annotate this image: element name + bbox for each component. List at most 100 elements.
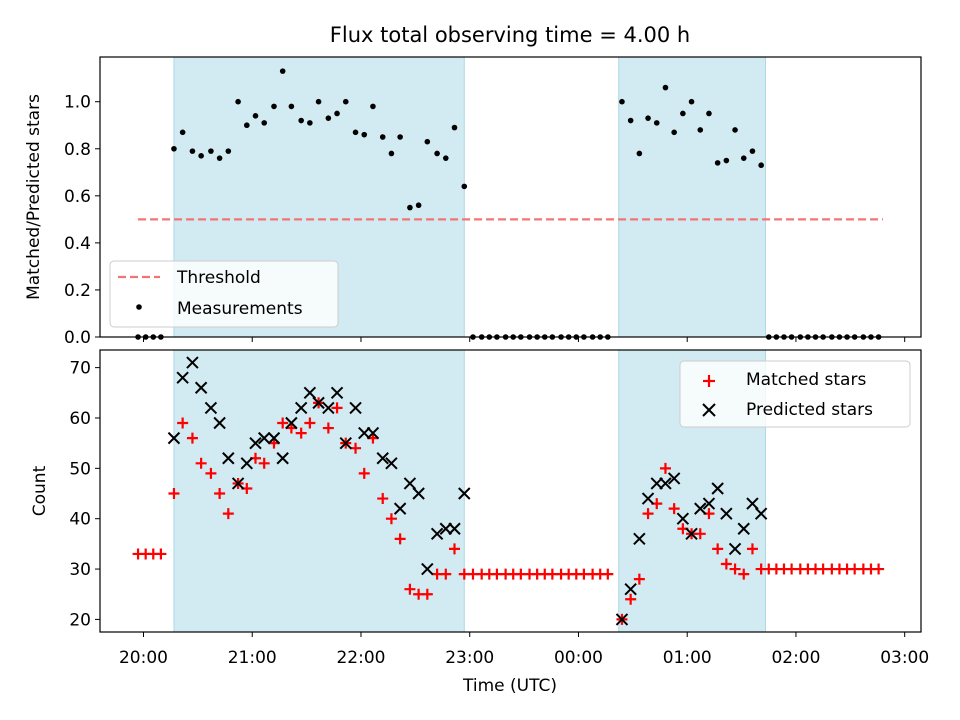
matched-star-point: [440, 568, 452, 580]
ratio-panel-axes: 0.0 0.2 0.4 0.6 0.8 1.0: [64, 93, 906, 348]
matched-star-point: [295, 427, 307, 439]
measurement-point: [680, 110, 686, 117]
predicted-star-point: [458, 487, 471, 500]
predicted-star-point: [222, 452, 235, 465]
x-tick-label: 01:00: [663, 648, 712, 668]
count-panel-legend: Matched stars Predicted stars: [679, 360, 911, 428]
x-tick-label: 03:00: [880, 648, 929, 668]
measurement-point: [279, 68, 286, 74]
matched-star-point: [746, 543, 758, 555]
measurement-point: [342, 98, 349, 105]
matched-star-point: [720, 558, 732, 570]
predicted-star-point: [746, 497, 759, 510]
x-tick-label: 21:00: [228, 648, 277, 668]
measurement-point: [749, 148, 756, 154]
predicted-star-point: [393, 502, 407, 515]
measurement-point: [288, 103, 295, 110]
matched-star-point: [214, 488, 226, 500]
measurement-point: [361, 131, 368, 138]
measurement-point: [442, 155, 449, 161]
predicted-star-point: [633, 532, 646, 546]
predicted-star-point: [385, 457, 398, 470]
matched-star-point: [377, 493, 389, 505]
predicted-star-point: [257, 431, 271, 445]
predicted-star-point: [694, 502, 707, 515]
predicted-star-point: [711, 482, 724, 495]
measurement-point: [461, 183, 468, 190]
measurement-point: [645, 115, 651, 121]
matched-star-point: [668, 503, 680, 515]
measurements-series: [135, 68, 882, 340]
x-tick-label: 22:00: [336, 648, 385, 668]
matched-star-point: [277, 417, 289, 429]
predicted-stars-legend-label: Predicted stars: [746, 400, 873, 420]
matched-stars-legend-label: Matched stars: [746, 370, 866, 390]
x-tick-label: 00:00: [554, 648, 603, 668]
matched-star-point: [205, 467, 217, 479]
measurement-point: [407, 204, 413, 211]
predicted-star-point: [376, 452, 389, 465]
measurement-point: [307, 120, 313, 126]
matched-star-point: [421, 588, 433, 600]
predicted-star-point: [213, 416, 226, 430]
predicted-star-point: [403, 477, 417, 490]
count-panel: 20 30 40 50 60 70 Count Matched stars Predict…: [30, 349, 922, 637]
measurement-point: [636, 150, 643, 157]
measurements-legend-swatch: [136, 304, 142, 310]
matched-star-point: [694, 528, 706, 540]
measurements-legend-label: Measurements: [177, 299, 303, 319]
measurement-point: [397, 134, 403, 140]
predicted-star-point: [615, 613, 629, 626]
measurement-point: [697, 127, 704, 133]
y-tick-label: 20: [69, 610, 91, 630]
predicted-star-point: [204, 401, 218, 415]
matched-star-point: [642, 508, 654, 520]
measurement-point: [379, 134, 386, 140]
predicted-star-point: [276, 452, 289, 465]
y-tick-label: 0.6: [64, 187, 91, 207]
y-tick-label: 0.4: [64, 234, 91, 254]
predicted-star-point: [303, 386, 317, 400]
threshold-legend-label: Threshold: [176, 268, 261, 288]
predicted-star-point: [330, 386, 344, 400]
measurement-point: [723, 157, 730, 164]
measurement-point: [261, 120, 268, 126]
predicted-star-point: [339, 436, 352, 450]
measurement-point: [619, 98, 625, 105]
predicted-star-point: [249, 436, 262, 450]
matched-star-point: [258, 457, 270, 469]
matched-star-point: [394, 533, 406, 545]
count-panel-axes: 20 30 40 50 60 70: [69, 359, 906, 637]
y-tick-label: 70: [69, 359, 91, 379]
predicted-star-point: [448, 522, 461, 535]
predicted-star-point: [267, 431, 281, 445]
measurement-point: [388, 150, 395, 157]
matched-star-point: [625, 593, 637, 605]
predicted-star-point: [285, 416, 298, 430]
measurement-point: [451, 124, 458, 131]
count-panel-ylabel: Count: [30, 465, 50, 516]
matched-star-point: [155, 548, 167, 560]
predicted-stars-series: [167, 356, 768, 626]
predicted-star-point: [702, 497, 716, 510]
y-tick-label: 0.2: [64, 281, 91, 301]
matched-star-point: [448, 543, 460, 555]
measurement-point: [189, 148, 196, 154]
matched-star-point: [304, 417, 316, 429]
predicted-star-point: [167, 431, 181, 445]
ratio-legend-box: [109, 260, 339, 328]
predicted-star-point: [194, 381, 208, 394]
predicted-star-point: [322, 401, 335, 415]
count-panel-frame: [99, 349, 922, 633]
predicted-star-point: [176, 371, 189, 384]
measurement-point: [198, 153, 204, 159]
measurement-point: [325, 115, 332, 121]
predicted-star-point: [186, 356, 199, 369]
matched-star-point: [385, 513, 397, 525]
y-tick-label: 50: [69, 459, 91, 479]
measurement-point: [740, 155, 747, 161]
ratio-panel-legend: Threshold Measurements: [109, 260, 339, 328]
matched-stars-legend-swatch: [703, 375, 715, 387]
measurement-point: [671, 129, 677, 136]
